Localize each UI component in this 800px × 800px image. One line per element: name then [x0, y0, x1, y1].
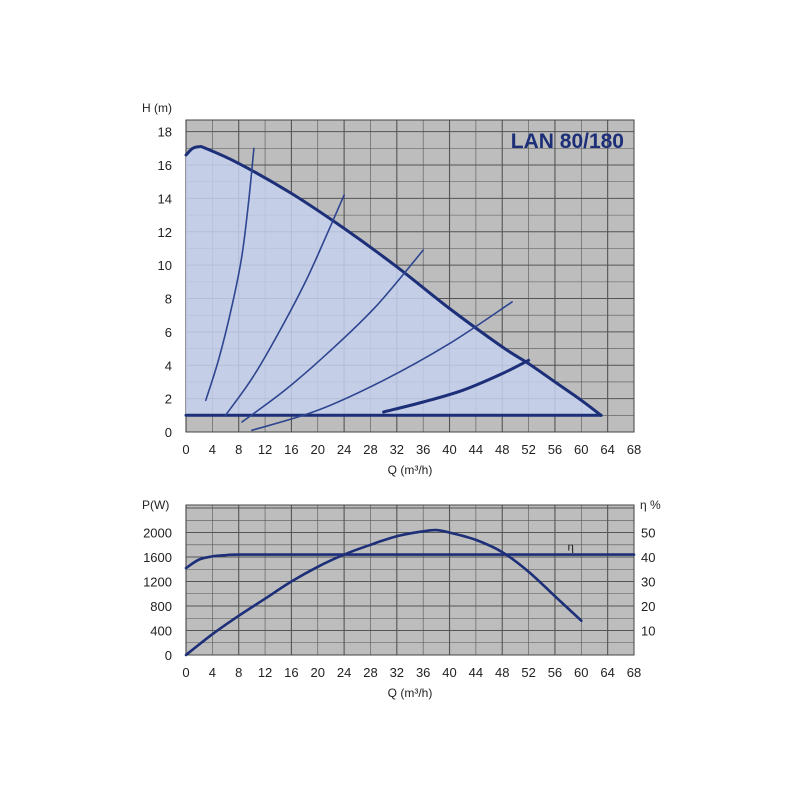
power-plot-area [186, 505, 634, 655]
x-tick-label: 28 [363, 442, 377, 457]
head-flow-chart: 0 4 8 12 16 20 24 28 32 36 40 44 48 52 56 60 64 68 024681… [142, 101, 641, 477]
x-tick-label: 4 [209, 442, 216, 457]
y-tick-label: 16 [158, 158, 172, 173]
x-tick-label: 8 [235, 442, 242, 457]
x-tick-label: 24 [337, 442, 351, 457]
x-tick-label: 52 [521, 442, 535, 457]
y-tick-label: 6 [165, 325, 172, 340]
power-plot-border [185, 504, 635, 656]
x-tick-label: 68 [627, 442, 641, 457]
x-tick-label: 36 [416, 665, 430, 680]
efficiency-series-label: η [567, 539, 574, 554]
operating-area-fill [186, 146, 602, 416]
power-efficiency-curves [184, 528, 636, 657]
y2-tick-label: 20 [641, 599, 655, 614]
y-tick-label: 4 [165, 358, 172, 373]
power-y-axis-label: P(W) [142, 498, 169, 512]
x-tick-label: 16 [284, 442, 298, 457]
y-tick-label: 0 [165, 425, 172, 440]
y-tick-label: 10 [158, 258, 172, 273]
chart-title: LAN 80/180 [511, 130, 624, 153]
y-tick-label: 2000 [143, 526, 172, 541]
x-tick-label: 56 [548, 442, 562, 457]
x-tick-label: 0 [182, 665, 189, 680]
y-tick-label: 2 [165, 392, 172, 407]
x-tick-label: 20 [311, 665, 325, 680]
x-tick-label: 68 [627, 665, 641, 680]
x-tick-label: 32 [390, 665, 404, 680]
y-tick-label: 1200 [143, 575, 172, 590]
x-tick-label: 32 [390, 442, 404, 457]
x-tick-label: 16 [284, 665, 298, 680]
x-tick-label: 48 [495, 665, 509, 680]
x-tick-label: 64 [600, 665, 614, 680]
head-x-axis-label: Q (m³/h) [388, 463, 433, 477]
head-curves [184, 144, 603, 432]
y2-tick-label: 30 [641, 575, 655, 590]
power-x-axis-label: Q (m³/h) [388, 686, 433, 700]
x-tick-label: 24 [337, 665, 351, 680]
head-y-tick-labels: 0 2 4 6 8 10 12 14 16 18 [158, 125, 172, 440]
y-tick-label: 8 [165, 292, 172, 307]
efficiency-y-tick-labels: 10 20 30 40 50 [641, 526, 655, 639]
x-tick-label: 36 [416, 442, 430, 457]
x-tick-label: 56 [548, 665, 562, 680]
x-tick-label: 64 [600, 442, 614, 457]
y-tick-label: 14 [158, 191, 172, 206]
y2-tick-label: 10 [641, 624, 655, 639]
power-grid [185, 504, 635, 656]
y-tick-label: 800 [150, 599, 172, 614]
x-tick-label: 8 [235, 665, 242, 680]
y-tick-label: 1600 [143, 550, 172, 565]
head-curve-5 [241, 249, 424, 423]
head-y-axis-label: H (m) [142, 101, 172, 115]
y-tick-label: 18 [158, 125, 172, 140]
x-tick-label: 12 [258, 665, 272, 680]
head-x-tick-labels: 0 4 8 12 16 20 24 28 32 36 40 44 48 52 56 60 64 68 [182, 442, 641, 457]
x-tick-label: 52 [521, 665, 535, 680]
head-curve-6 [251, 301, 513, 432]
power-x-tick-labels: 0 4 8 12 16 20 24 28 32 36 40 44 48 52 56 60 64 68 [182, 665, 641, 680]
x-tick-label: 40 [442, 665, 456, 680]
efficiency-curve [184, 528, 583, 657]
efficiency-y-axis-label: η % [640, 498, 661, 512]
power-y-tick-labels: 0 400 800 1200 1600 2000 [143, 526, 172, 663]
y2-tick-label: 40 [641, 550, 655, 565]
power-efficiency-chart: 0 4 8 12 16 20 24 28 32 36 40 44 48 52 56 60 64 68 040080… [142, 498, 661, 700]
head-curve-2 [382, 358, 531, 414]
power-curve [184, 553, 636, 570]
y2-tick-label: 50 [641, 526, 655, 541]
y-tick-label: 0 [165, 648, 172, 663]
head-curve-0 [184, 144, 603, 417]
x-tick-label: 44 [469, 665, 483, 680]
x-tick-label: 60 [574, 665, 588, 680]
x-tick-label: 28 [363, 665, 377, 680]
head-curve-4 [224, 194, 345, 417]
x-tick-label: 40 [442, 442, 456, 457]
x-tick-label: 12 [258, 442, 272, 457]
x-tick-label: 48 [495, 442, 509, 457]
y-tick-label: 12 [158, 225, 172, 240]
y-tick-label: 400 [150, 624, 172, 639]
x-tick-label: 20 [311, 442, 325, 457]
x-tick-label: 4 [209, 665, 216, 680]
x-tick-label: 60 [574, 442, 588, 457]
x-tick-label: 0 [182, 442, 189, 457]
x-tick-label: 44 [469, 442, 483, 457]
head-curve-3 [205, 147, 255, 402]
